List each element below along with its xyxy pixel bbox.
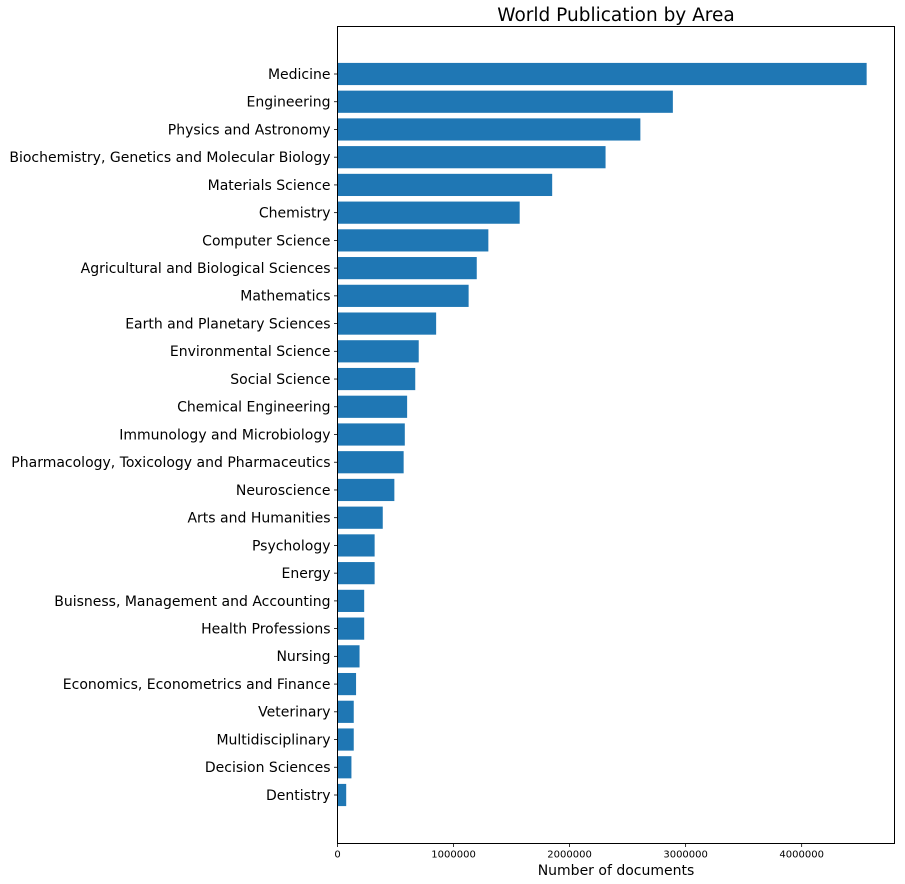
category-labels: Medicine Engineering Physics and Astronomy…: [9, 67, 338, 804]
x-tick-label: 2000000: [547, 850, 592, 861]
category-label: Immunology and Microbiology: [119, 427, 330, 443]
category-label: Health Professions: [201, 622, 330, 638]
category-label: Multidisciplinary: [216, 732, 330, 748]
bar: [337, 229, 489, 252]
category-label: Agricultural and Biological Sciences: [81, 261, 331, 277]
category-label: Energy: [281, 566, 330, 582]
plot-frame: [337, 26, 895, 844]
category-label: Mathematics: [240, 289, 330, 305]
bar: [337, 645, 360, 668]
bar: [337, 562, 375, 585]
bar: [337, 118, 641, 141]
category-label: Computer Science: [202, 233, 330, 249]
bar: [337, 589, 365, 612]
chart-title: World Publication by Area: [497, 5, 734, 26]
bars: [337, 62, 867, 807]
bar: [337, 783, 347, 807]
bar: [337, 756, 352, 779]
bar: [337, 284, 469, 307]
category-label: Psychology: [252, 538, 331, 554]
category-label: Medicine: [268, 67, 331, 83]
category-label: Chemistry: [259, 206, 331, 222]
bar: [337, 478, 395, 502]
category-label: Chemical Engineering: [177, 400, 330, 416]
category-label: Biochemistry, Genetics and Molecular Bio…: [9, 150, 330, 166]
x-axis-ticks: 0 1000000 2000000 3000000 4000000: [334, 843, 824, 861]
category-label: Economics, Econometrics and Finance: [63, 677, 331, 693]
bar: [337, 506, 383, 529]
bar: [337, 395, 408, 418]
category-label: Earth and Planetary Sciences: [125, 316, 330, 332]
category-label: Pharmacology, Toxicology and Pharmaceuti…: [11, 455, 330, 471]
bar: [337, 728, 354, 751]
bar: [337, 257, 477, 280]
bar: [337, 90, 673, 113]
category-label: Neuroscience: [236, 483, 331, 499]
x-tick-label: 3000000: [663, 850, 708, 861]
category-label: Physics and Astronomy: [168, 122, 331, 138]
bar: [337, 173, 553, 197]
bar: [337, 700, 354, 723]
bar: [337, 146, 606, 169]
category-label: Veterinary: [258, 705, 330, 721]
x-tick-label: 0: [334, 850, 340, 861]
category-label: Materials Science: [208, 178, 331, 194]
category-label: Buisness, Management and Accounting: [54, 594, 330, 610]
category-label: Dentistry: [266, 788, 330, 804]
x-tick-label: 1000000: [431, 850, 476, 861]
category-label: Social Science: [230, 372, 330, 388]
category-label: Nursing: [276, 649, 330, 665]
category-label: Engineering: [247, 95, 331, 111]
bar: [337, 312, 437, 335]
bar: [337, 423, 405, 446]
category-label: Environmental Science: [170, 344, 331, 360]
bar: [337, 672, 357, 696]
category-label: Decision Sciences: [205, 760, 331, 776]
bar: [337, 617, 365, 640]
bar: [337, 534, 375, 557]
category-label: Arts and Humanities: [187, 511, 330, 527]
x-axis-label: Number of documents: [538, 863, 695, 879]
bar: [337, 367, 416, 391]
bar: [337, 201, 520, 224]
bar: [337, 62, 867, 86]
bar: [337, 451, 404, 474]
x-tick-label: 4000000: [779, 850, 824, 861]
bar: [337, 340, 419, 363]
